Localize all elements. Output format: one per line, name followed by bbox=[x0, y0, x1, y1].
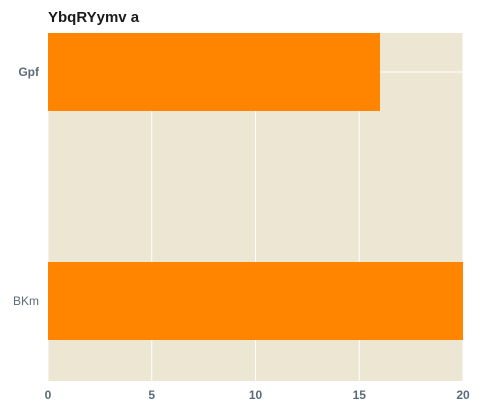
bar-gpf bbox=[48, 33, 380, 111]
y-tick-label: BKm bbox=[13, 294, 39, 308]
y-axis-ticks: Gpf BKm bbox=[13, 65, 40, 308]
x-tick-label: 20 bbox=[456, 388, 470, 402]
x-axis-ticks: 0 5 10 15 20 bbox=[45, 388, 470, 402]
bar-bkm bbox=[48, 262, 463, 340]
x-tick-label: 5 bbox=[148, 388, 155, 402]
y-tick-label: Gpf bbox=[18, 65, 40, 79]
x-tick-label: 10 bbox=[249, 388, 263, 402]
x-tick-label: 15 bbox=[353, 388, 367, 402]
chart-title: YbqRYymv a bbox=[48, 9, 140, 26]
x-tick-label: 0 bbox=[45, 388, 52, 402]
bars bbox=[48, 33, 463, 340]
